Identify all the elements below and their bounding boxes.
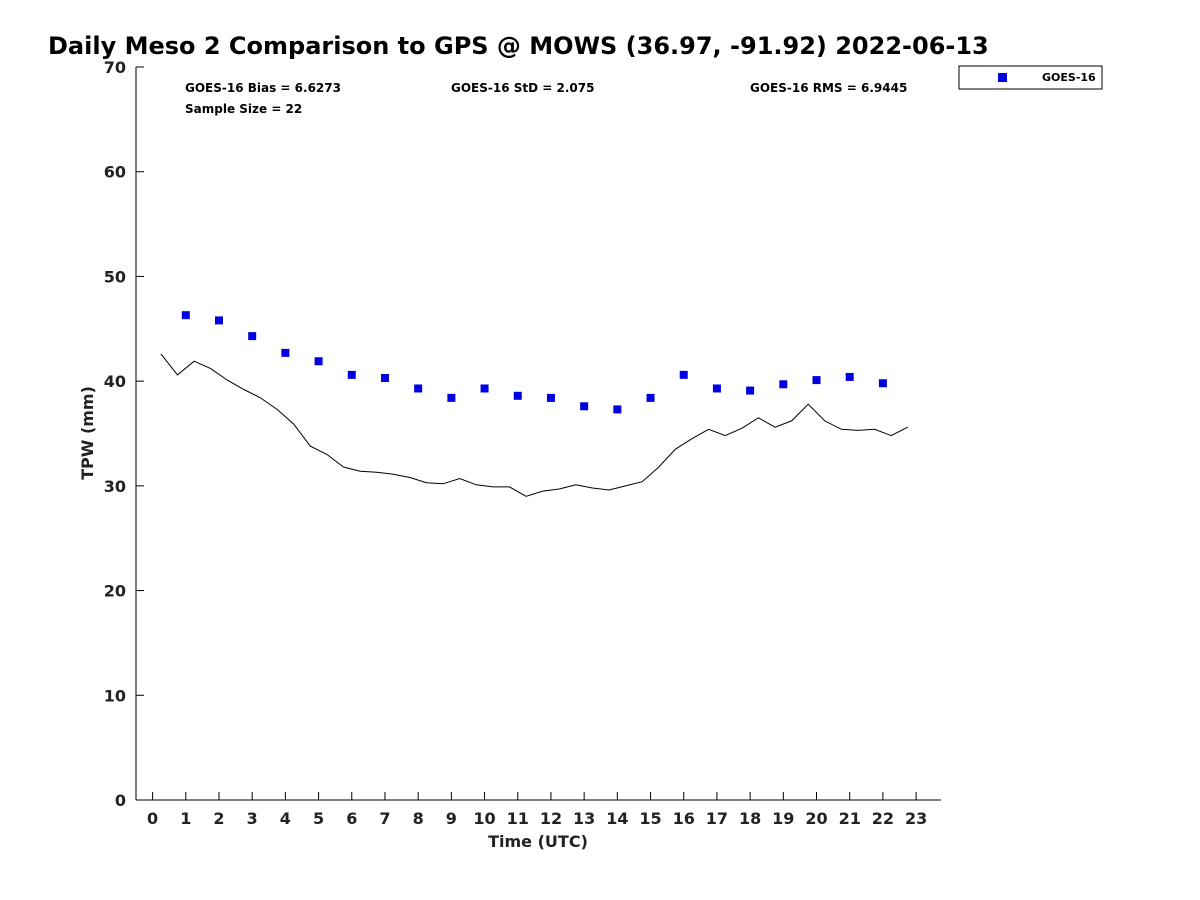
goes16-data-point	[480, 384, 489, 393]
goes16-data-point	[712, 384, 721, 393]
x-tick-label: 7	[379, 809, 390, 828]
legend: GOES-16	[958, 65, 1103, 90]
goes16-data-point	[546, 393, 555, 402]
x-tick-label: 22	[872, 809, 894, 828]
goes16-data-point	[845, 372, 854, 381]
x-tick-label: 19	[772, 809, 794, 828]
plot-area	[136, 67, 941, 800]
y-tick-label: 0	[115, 791, 126, 810]
x-tick-label: 14	[606, 809, 628, 828]
gps-series-line-group	[160, 353, 909, 497]
x-tick-label: 9	[446, 809, 457, 828]
goes16-data-point	[447, 393, 456, 402]
x-tick-label: 1	[180, 809, 191, 828]
x-tick-label: 10	[473, 809, 495, 828]
goes16-data-point	[746, 386, 755, 395]
y-axis-label: TPW (mm)	[78, 386, 97, 480]
x-tick-label: 13	[573, 809, 595, 828]
goes16-data-point	[281, 348, 290, 357]
x-tick-label: 18	[739, 809, 761, 828]
stat-rms: GOES-16 RMS = 6.9445	[750, 81, 907, 95]
legend-box	[958, 65, 1103, 90]
x-tick-label: 6	[346, 809, 357, 828]
stat-sample-size: Sample Size = 22	[185, 102, 302, 116]
goes16-series-markers	[181, 311, 887, 414]
x-tick-label: 2	[213, 809, 224, 828]
goes16-data-point	[214, 316, 223, 325]
y-tick-label: 30	[104, 477, 126, 496]
legend-marker-goes16	[998, 73, 1007, 82]
goes16-data-point	[646, 393, 655, 402]
goes16-data-point	[181, 311, 190, 320]
stat-bias: GOES-16 Bias = 6.6273	[185, 81, 341, 95]
legend-label-goes16: GOES-16	[1042, 71, 1096, 84]
y-tick-label: 20	[104, 582, 126, 601]
goes16-data-point	[878, 379, 887, 388]
y-tick-label: 10	[104, 686, 126, 705]
goes16-data-point	[414, 384, 423, 393]
y-tick-label: 40	[104, 372, 126, 391]
goes16-data-point	[380, 374, 389, 383]
y-tick-label: 70	[104, 58, 126, 77]
goes16-data-point	[314, 357, 323, 366]
x-tick-label: 4	[280, 809, 291, 828]
y-tick-label: 50	[104, 267, 126, 286]
goes16-data-point	[613, 405, 622, 414]
x-tick-label: 3	[247, 809, 258, 828]
goes16-data-point	[513, 391, 522, 400]
x-axis-ticks: 0 1 2 3 4 5 6 7 8 9 10 11 12 13 14 15 16 17 18 19 20 21 22 23	[147, 792, 927, 828]
x-tick-label: 0	[147, 809, 158, 828]
goes16-data-point	[580, 402, 589, 411]
chart-title: Daily Meso 2 Comparison to GPS @ MOWS (3…	[48, 32, 989, 60]
x-tick-label: 16	[673, 809, 695, 828]
x-tick-label: 5	[313, 809, 324, 828]
x-tick-label: 23	[905, 809, 927, 828]
goes16-data-point	[347, 370, 356, 379]
x-tick-label: 17	[706, 809, 728, 828]
x-axis-label: Time (UTC)	[488, 832, 588, 851]
goes16-data-point	[679, 370, 688, 379]
x-tick-label: 8	[413, 809, 424, 828]
x-tick-label: 15	[639, 809, 661, 828]
x-tick-label: 21	[839, 809, 861, 828]
x-tick-label: 20	[805, 809, 827, 828]
x-tick-label: 11	[507, 809, 529, 828]
x-tick-label: 12	[540, 809, 562, 828]
goes16-data-point	[779, 380, 788, 389]
stat-std: GOES-16 StD = 2.075	[451, 81, 594, 95]
y-tick-label: 60	[104, 163, 126, 182]
y-axis-ticks: 0 10 20 30 40 50 60 70	[104, 58, 144, 810]
gps-series-line	[160, 353, 909, 497]
goes16-data-point	[248, 332, 257, 341]
goes16-data-point	[812, 376, 821, 385]
